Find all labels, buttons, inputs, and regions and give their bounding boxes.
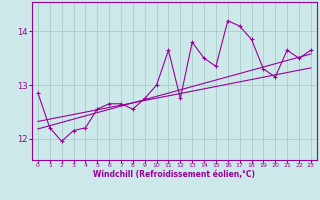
X-axis label: Windchill (Refroidissement éolien,°C): Windchill (Refroidissement éolien,°C) [93, 170, 255, 179]
